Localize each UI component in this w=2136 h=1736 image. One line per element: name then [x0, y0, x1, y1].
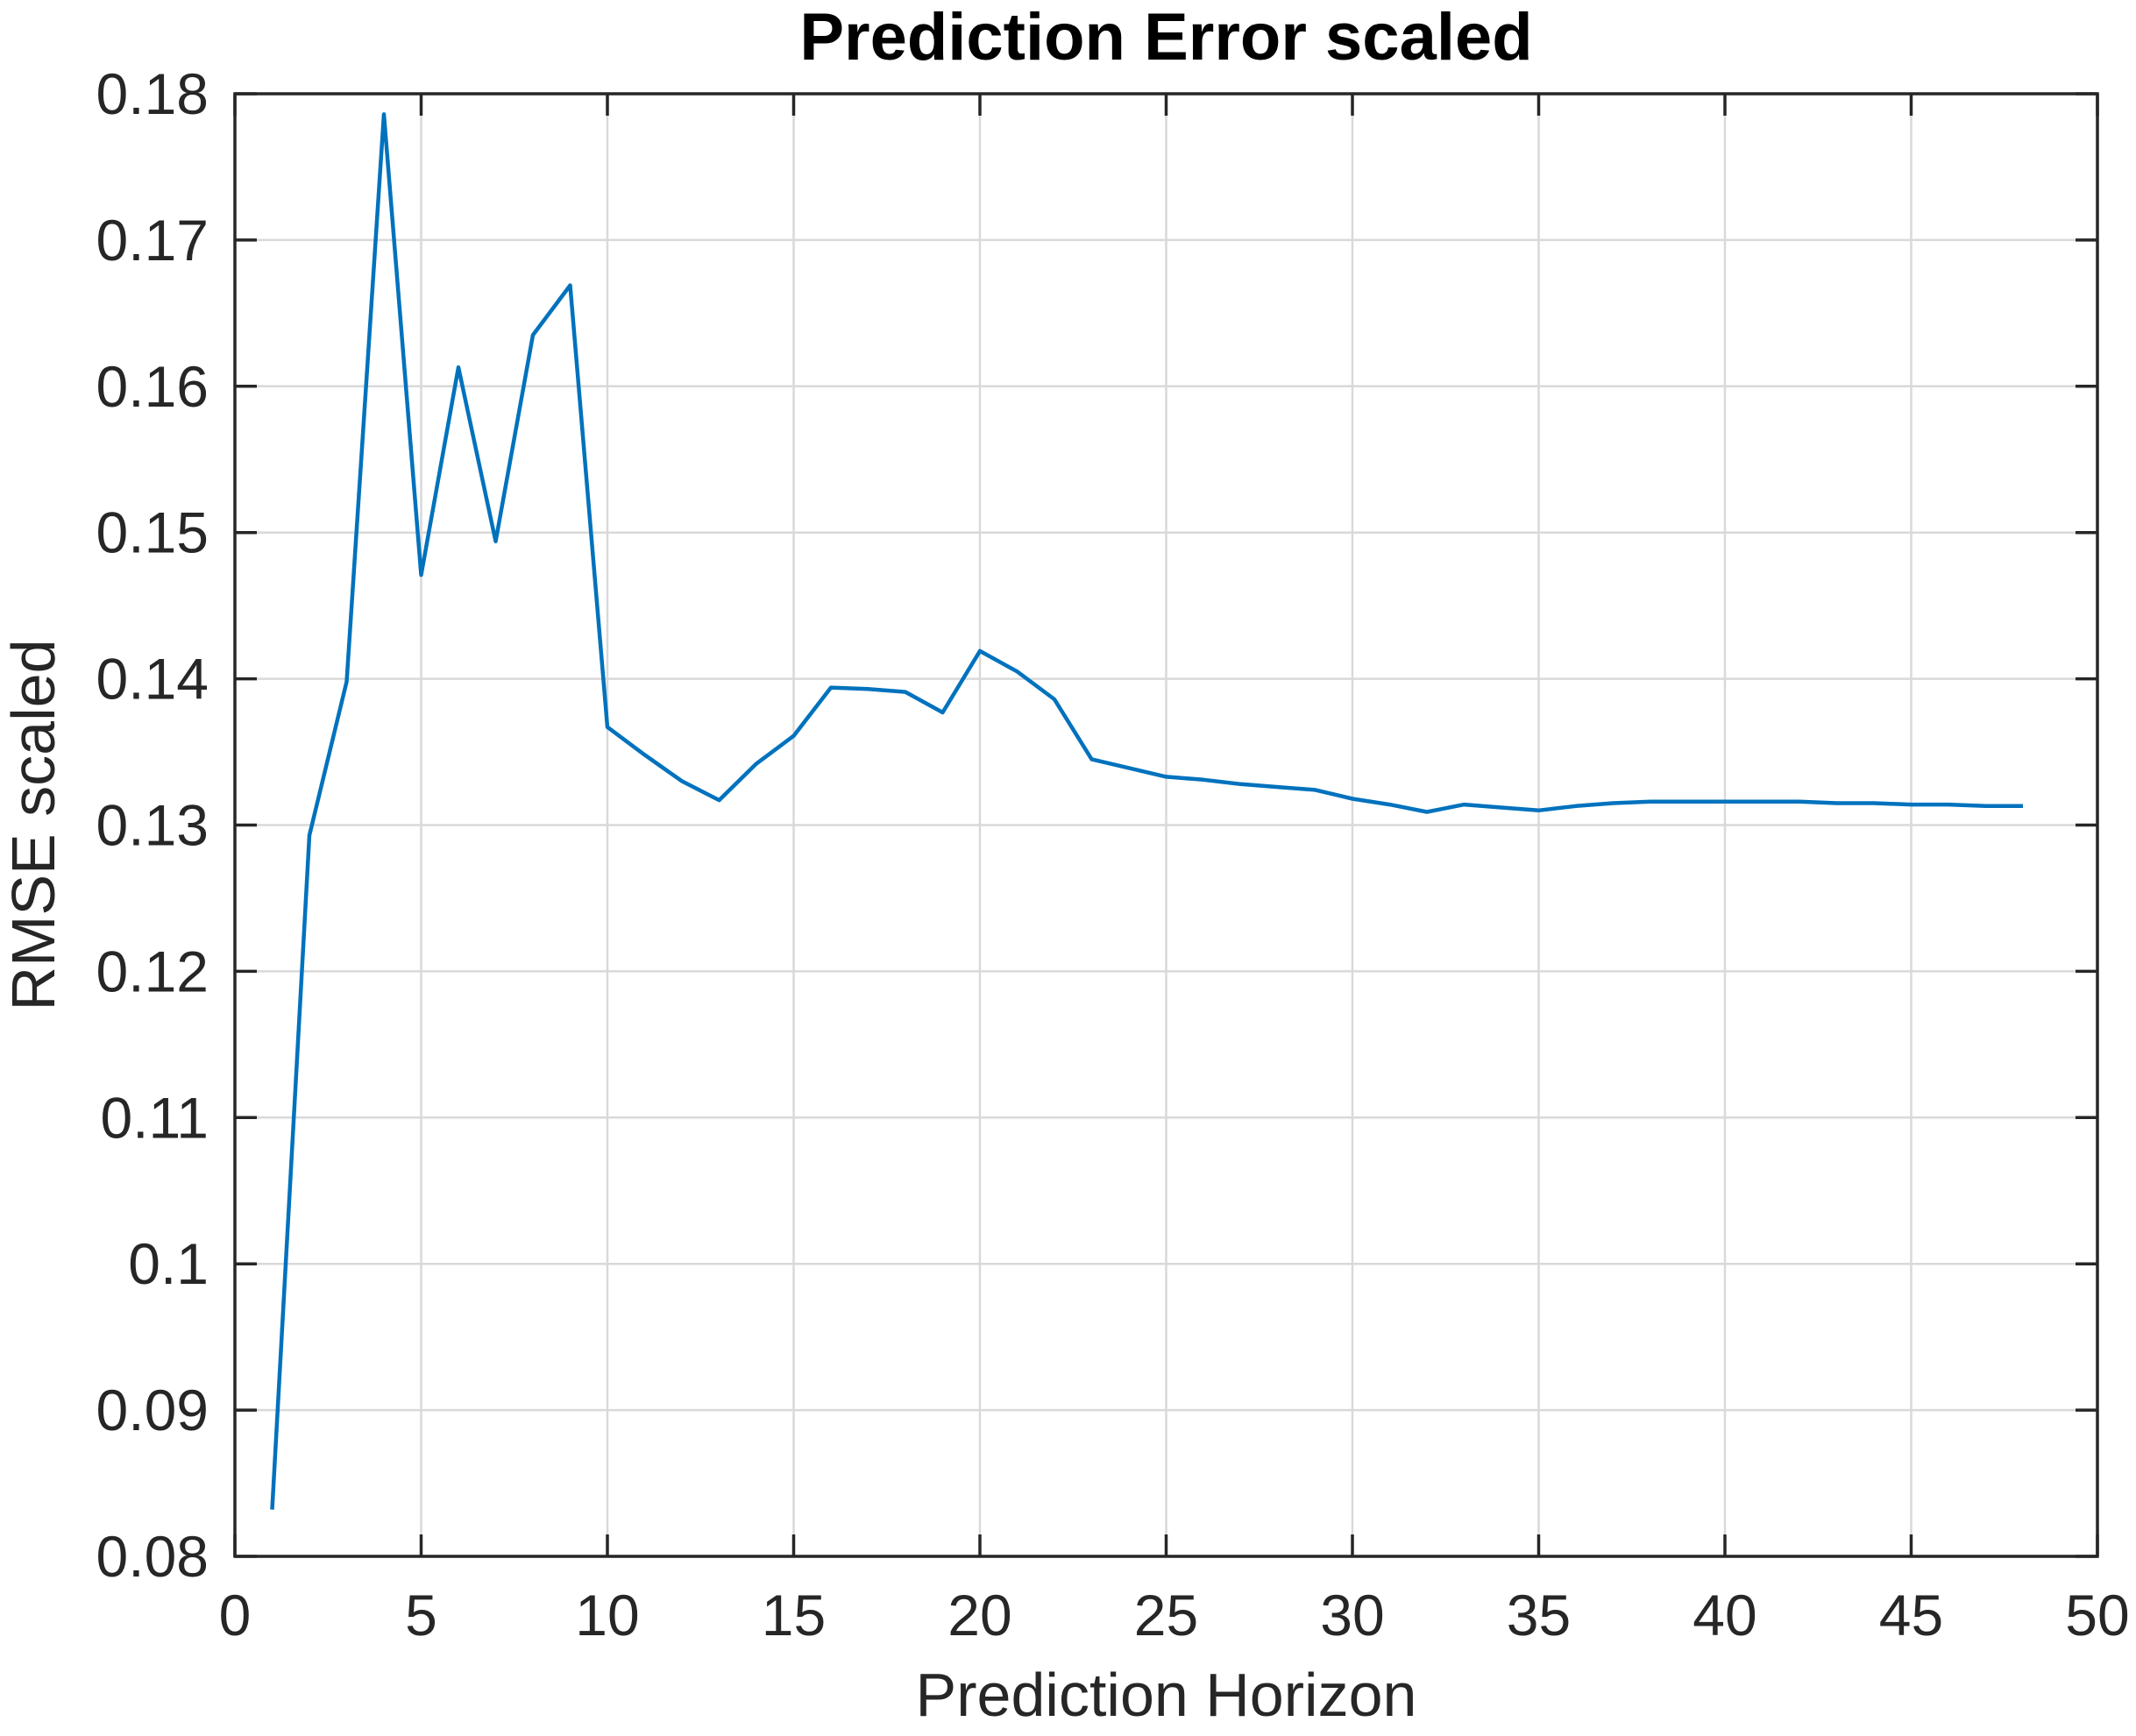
y-tick-label: 0.16 [96, 354, 209, 419]
tick-marks [233, 92, 2099, 1558]
y-tick-label: 0.12 [96, 939, 209, 1003]
x-tick-label: 15 [762, 1583, 826, 1647]
y-tick-label: 0.13 [96, 793, 209, 858]
x-tick-label: 25 [1134, 1583, 1198, 1647]
y-tick-labels: 0.08 0.09 0.1 0.11 0.12 0.13 0.14 0.15 0.16 0.17 0… [96, 61, 209, 1589]
x-tick-label: 50 [2065, 1583, 2129, 1647]
x-tick-label: 0 [219, 1583, 252, 1647]
y-tick-label: 0.11 [100, 1085, 209, 1150]
x-tick-label: 10 [575, 1583, 639, 1647]
y-tick-label: 0.15 [96, 500, 209, 565]
series-layer [270, 112, 2023, 1510]
gridlines [235, 94, 2097, 1556]
y-tick-label: 0.14 [96, 647, 209, 712]
y-tick-label: 0.09 [96, 1378, 209, 1442]
x-tick-label: 30 [1320, 1583, 1384, 1647]
y-tick-label: 0.18 [96, 61, 209, 126]
x-axis-label: Prediction Horizon [916, 1661, 1417, 1729]
y-axis-label: RMSE scaled [0, 639, 67, 1010]
y-tick-label: 0.08 [96, 1524, 209, 1589]
x-tick-label: 20 [947, 1583, 1011, 1647]
x-tick-label: 35 [1507, 1583, 1571, 1647]
chart-title: Prediction Error scaled [799, 0, 1532, 74]
series-line-rmse-scaled [270, 112, 2023, 1510]
x-tick-label: 40 [1692, 1583, 1756, 1647]
x-tick-labels: 0 5 10 15 20 25 30 35 40 45 50 [219, 1583, 2130, 1647]
y-tick-label: 0.17 [96, 208, 209, 273]
x-tick-label: 45 [1879, 1583, 1943, 1647]
y-tick-label: 0.1 [128, 1231, 209, 1296]
x-tick-label: 5 [405, 1583, 437, 1647]
